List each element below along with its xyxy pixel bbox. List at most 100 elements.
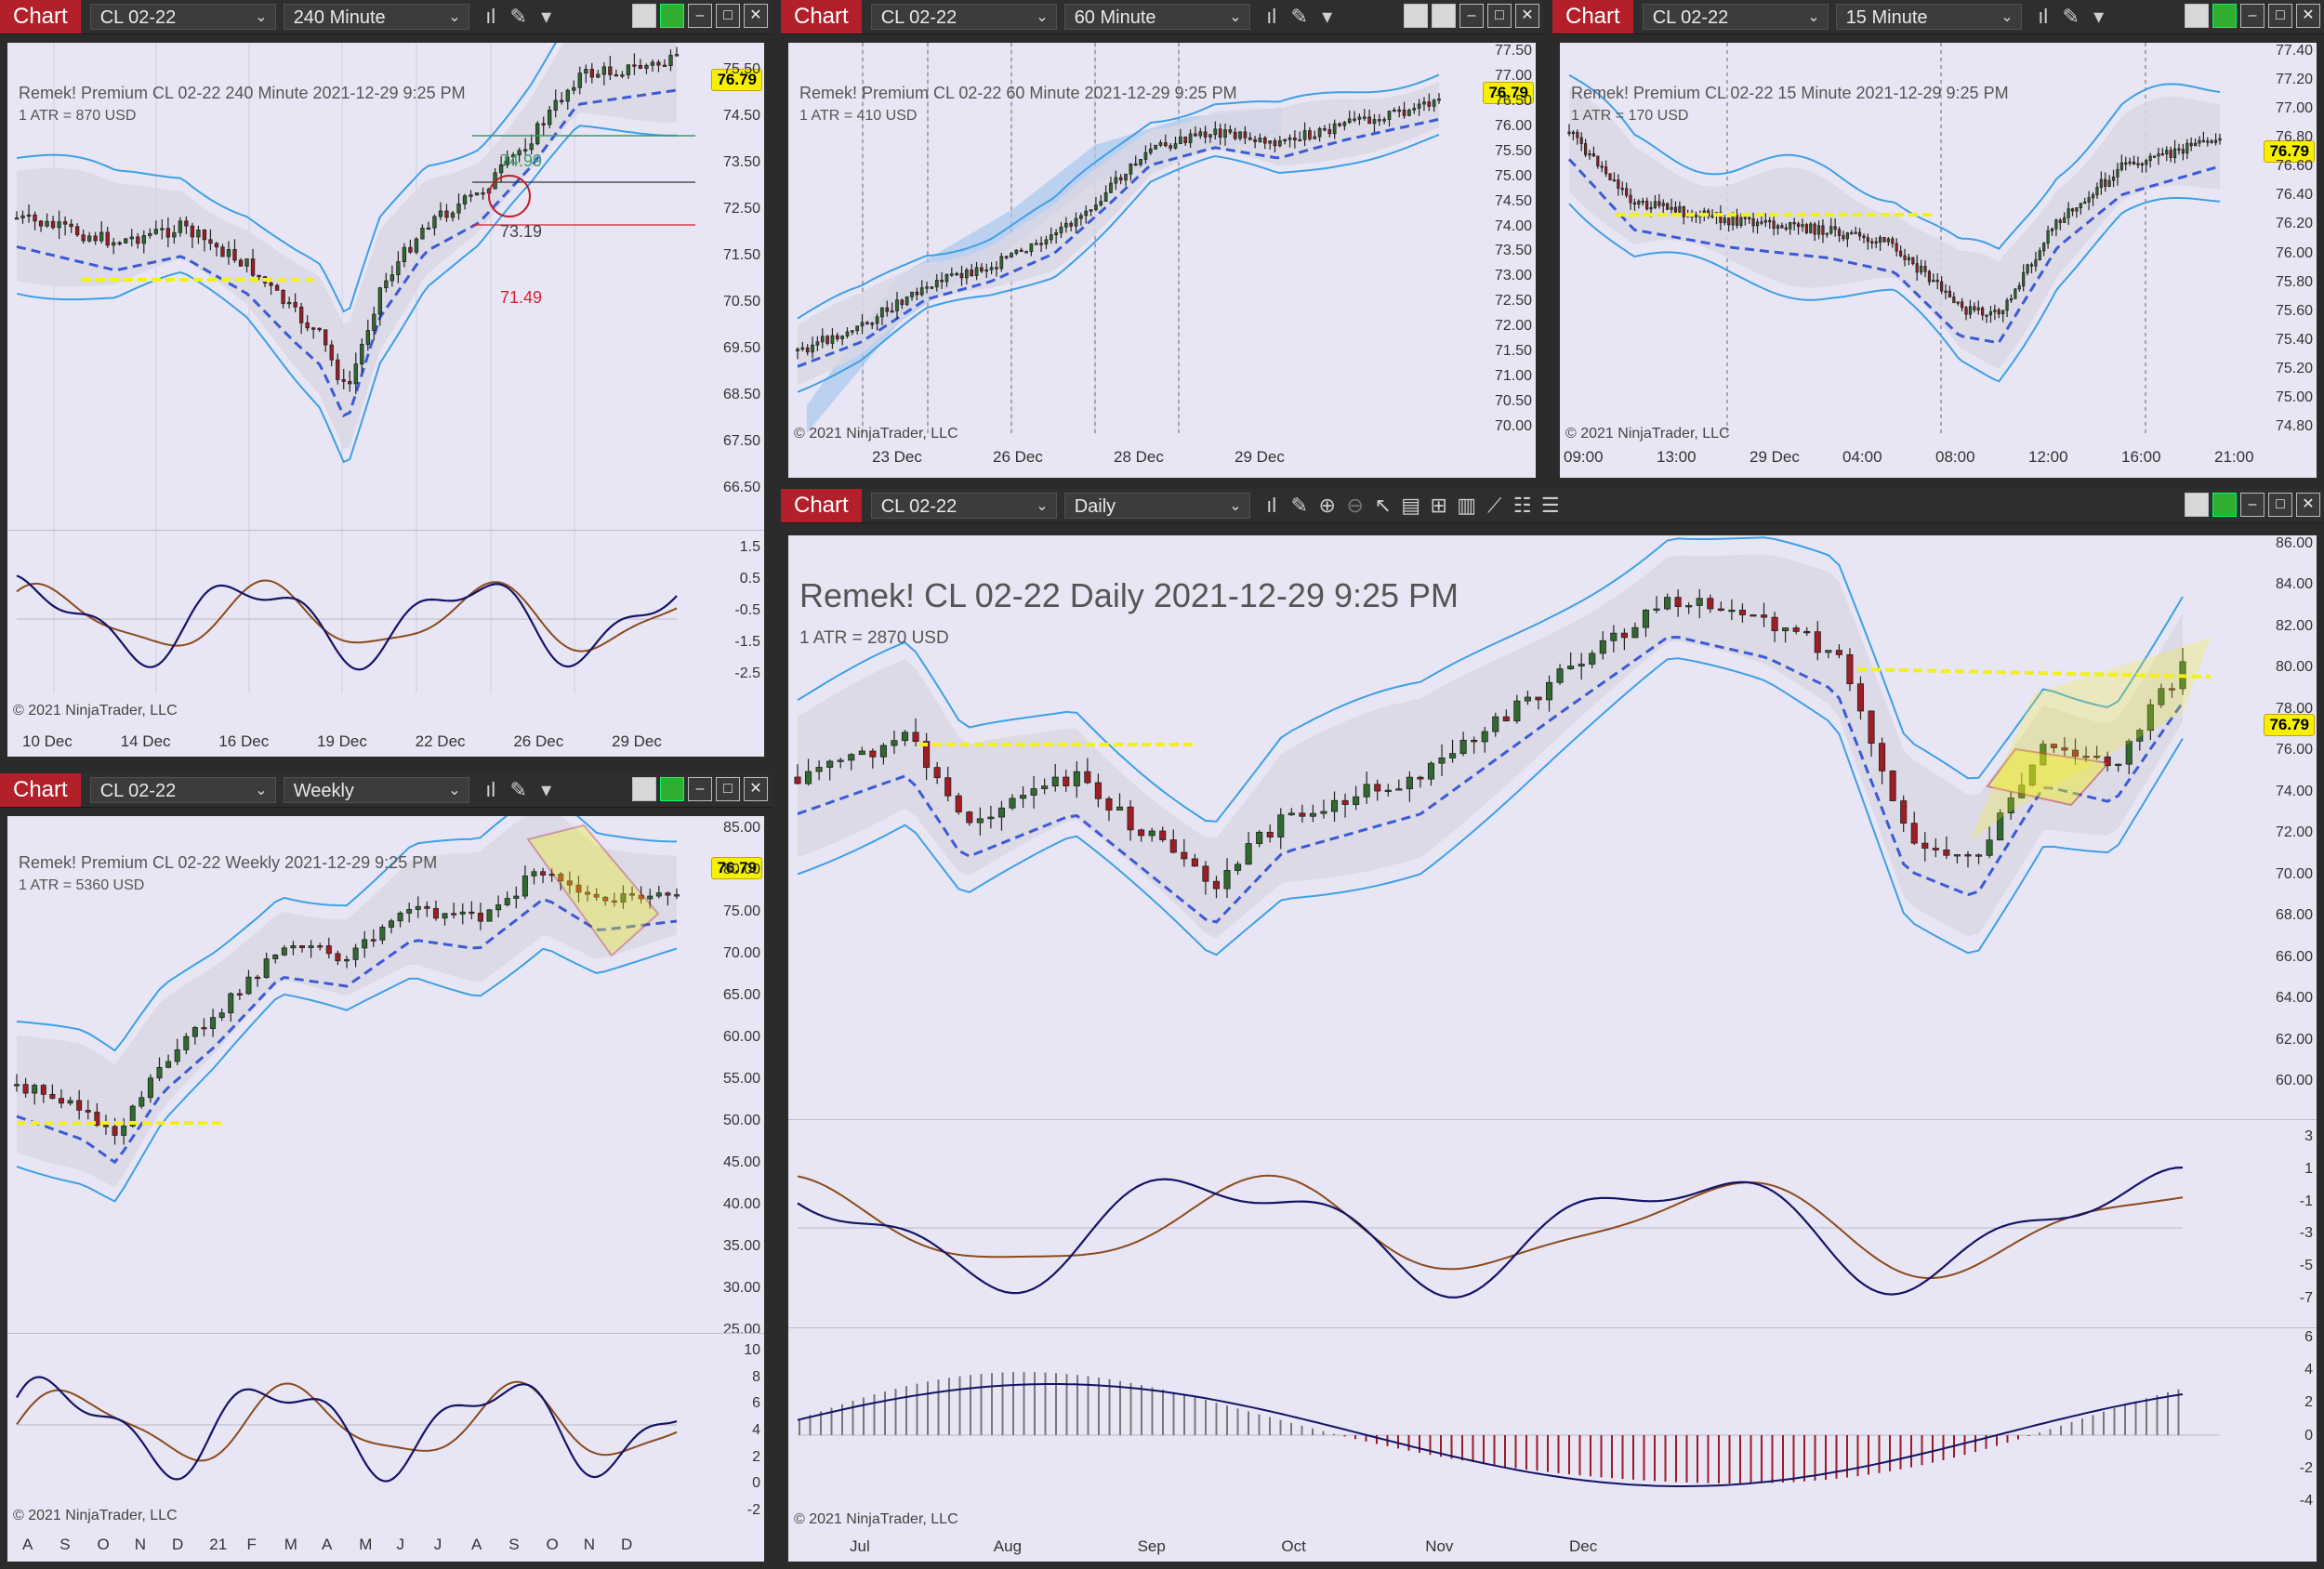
bar-type-icon[interactable]: ıl [2038,5,2049,28]
drawing-tool-icon[interactable]: ✎ [509,5,527,28]
instrument-selector[interactable]: CL 02-22 ⌄ [89,4,276,30]
chart-plot-area[interactable]: Remek! Premium CL 02-22 240 Minute 2021-… [7,43,764,757]
instrument-selector[interactable]: CL 02-22 ⌄ [89,777,276,803]
timeframe-selector[interactable]: 60 Minute ⌄ [1063,4,1250,30]
candle-body [324,329,328,346]
data-box-icon[interactable]: ▤ [1401,494,1421,517]
link-color-button[interactable] [632,4,656,28]
maximize-button[interactable]: □ [716,4,740,28]
candle-body [1084,771,1091,784]
candle-body [129,236,134,240]
candle-body [2152,155,2157,158]
link-color-button[interactable] [632,777,656,801]
properties-icon[interactable]: ☷ [1512,494,1532,517]
timeframe-selector[interactable]: 15 Minute ⌄ [1835,4,2022,30]
link-color-button[interactable] [1404,4,1428,28]
instrument-selector[interactable]: CL 02-22 ⌄ [870,4,1057,30]
minimize-button[interactable]: – [688,777,712,801]
axis-tick-label: 35.00 [722,1238,760,1254]
pointer-icon[interactable]: ↖ [1374,494,1392,517]
dropdown-arrow-icon[interactable]: ▾ [1322,5,1333,28]
drawing-tool-icon[interactable]: ✎ [1290,5,1308,28]
dropdown-arrow-icon[interactable]: ▾ [2093,5,2105,28]
drawing-tool-icon[interactable]: ✎ [2062,5,2080,28]
link-green-button[interactable] [660,4,684,28]
close-button[interactable]: ✕ [744,777,768,801]
candle-body [1649,206,1653,210]
axis-tick-label: -5 [2299,1258,2313,1274]
candle-body [165,1061,172,1068]
minimize-button[interactable]: – [688,4,712,28]
instrument-selector[interactable]: CL 02-22 ⌄ [870,493,1057,519]
indicators-icon[interactable]: ▥ [1457,494,1477,517]
candle-body [974,267,979,277]
timeframe-selector[interactable]: Daily ⌄ [1063,493,1250,519]
strategies-icon[interactable]: ⟋ [1486,494,1502,517]
candle-body [1363,784,1370,798]
chart-plot-area[interactable]: Remek! CL 02-22 Daily 2021-12-29 9:25 PM… [788,535,2317,1562]
chart-menu-button[interactable]: Chart [781,0,862,33]
close-button[interactable]: ✕ [744,4,768,28]
timeframe-selector[interactable]: Weekly ⌄ [283,777,469,803]
bar-type-icon[interactable]: ıl [1266,494,1277,517]
link-green-button[interactable] [2212,493,2237,517]
candle-body [329,344,334,361]
candle-body [1024,251,1028,254]
candle-body [1833,226,1837,231]
candle-body [608,66,613,75]
candle-body [112,1126,118,1136]
chart-menu-button[interactable]: Chart [0,0,81,33]
panel-separator [7,530,764,531]
chart-plot-area[interactable]: Remek! Premium CL 02-22 15 Minute 2021-1… [1560,43,2317,478]
chart-menu-button[interactable]: Chart [0,773,81,807]
candle-body [870,323,875,325]
minimize-button[interactable]: – [1459,4,1484,28]
window-controls: – □ ✕ [2181,493,2320,517]
zoom-out-icon[interactable]: ⊖ [1346,494,1364,517]
chart-menu-button[interactable]: Chart [1552,0,1633,33]
minimize-button[interactable]: – [2240,4,2265,28]
bar-type-icon[interactable]: ıl [485,778,496,801]
maximize-button[interactable]: □ [2268,493,2292,517]
candle-body [1578,664,1585,666]
bar-type-icon[interactable]: ıl [1266,5,1277,28]
zoom-in-icon[interactable]: ⊕ [1318,494,1336,517]
link-color-button[interactable] [2185,493,2209,517]
timeframe-value: 240 Minute [293,7,386,28]
bar-type-icon[interactable]: ıl [485,5,496,28]
list-icon[interactable]: ☰ [1540,494,1560,517]
last-price-tag: 76.79 [2264,714,2315,736]
drawing-tool-icon[interactable]: ✎ [1290,494,1308,517]
chart-plot-area[interactable]: Remek! Premium CL 02-22 Weekly 2021-12-2… [7,816,764,1562]
minimize-button[interactable]: – [2240,493,2265,517]
maximize-button[interactable]: □ [2268,4,2292,28]
close-button[interactable]: ✕ [1515,4,1539,28]
annotation-label: 73.19 [500,222,543,241]
candle-body [934,280,939,288]
candle-body [1911,257,1915,265]
dropdown-arrow-icon[interactable]: ▾ [541,778,552,801]
close-button[interactable]: ✕ [2296,493,2320,517]
candle-body [2082,756,2090,758]
candle-body [860,322,865,327]
close-button[interactable]: ✕ [2296,4,2320,28]
maximize-button[interactable]: □ [1487,4,1512,28]
chart-plot-area[interactable]: Remek! Premium CL 02-22 60 Minute 2021-1… [788,43,1536,478]
instrument-value: CL 02-22 [1652,7,1729,28]
candle-body [1223,870,1231,890]
instrument-selector[interactable]: CL 02-22 ⌄ [1642,4,1829,30]
link-green-button[interactable] [2212,4,2237,28]
templates-icon[interactable]: ⊞ [1430,494,1447,517]
time-tick-label: 12:00 [2028,448,2068,466]
drawing-tool-icon[interactable]: ✎ [509,778,527,801]
link-color-button[interactable] [2185,4,2209,28]
dropdown-arrow-icon[interactable]: ▾ [541,5,552,28]
time-tick-label: M [359,1536,373,1553]
candle-body [477,912,483,922]
chart-menu-button[interactable]: Chart [781,489,862,522]
link-green-button[interactable] [660,777,684,801]
axis-tick-label: 77.40 [2275,43,2313,59]
link-color-button-2[interactable] [1432,4,1456,28]
timeframe-selector[interactable]: 240 Minute ⌄ [283,4,469,30]
maximize-button[interactable]: □ [716,777,740,801]
